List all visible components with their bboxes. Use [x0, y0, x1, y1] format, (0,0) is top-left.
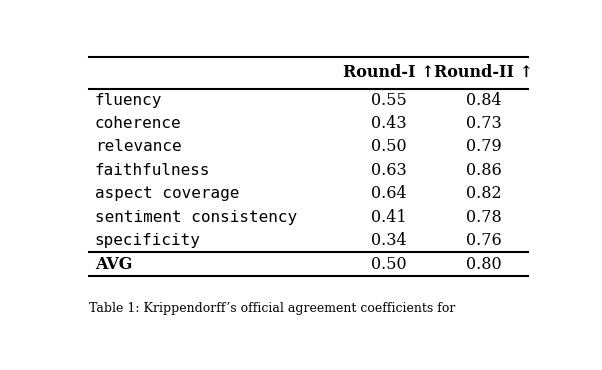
- Text: 0.84: 0.84: [466, 92, 501, 109]
- Text: 0.80: 0.80: [466, 256, 501, 273]
- Text: 0.82: 0.82: [466, 185, 501, 202]
- Text: 0.79: 0.79: [465, 138, 501, 155]
- Text: aspect coverage: aspect coverage: [95, 186, 239, 201]
- Text: faithfulness: faithfulness: [95, 163, 210, 178]
- Text: 0.43: 0.43: [371, 115, 407, 132]
- Text: 0.34: 0.34: [371, 232, 407, 249]
- Text: 0.78: 0.78: [465, 209, 501, 226]
- Text: 0.76: 0.76: [465, 232, 501, 249]
- Text: Round-I ↑: Round-I ↑: [343, 64, 435, 81]
- Text: specificity: specificity: [95, 233, 200, 248]
- Text: 0.73: 0.73: [465, 115, 501, 132]
- Text: sentiment consistency: sentiment consistency: [95, 209, 297, 225]
- Text: coherence: coherence: [95, 116, 181, 131]
- Text: 0.50: 0.50: [371, 138, 407, 155]
- Text: relevance: relevance: [95, 139, 181, 154]
- Text: AVG: AVG: [95, 256, 132, 273]
- Text: 0.50: 0.50: [371, 256, 407, 273]
- Text: Round-II ↑: Round-II ↑: [434, 64, 533, 81]
- Text: Table 1: Krippendorff’s official agreement coefficients for: Table 1: Krippendorff’s official agreeme…: [89, 302, 456, 315]
- Text: 0.41: 0.41: [371, 209, 407, 226]
- Text: 0.63: 0.63: [371, 162, 407, 179]
- Text: 0.86: 0.86: [465, 162, 501, 179]
- Text: 0.64: 0.64: [371, 185, 407, 202]
- Text: fluency: fluency: [95, 93, 162, 108]
- Text: 0.55: 0.55: [371, 92, 407, 109]
